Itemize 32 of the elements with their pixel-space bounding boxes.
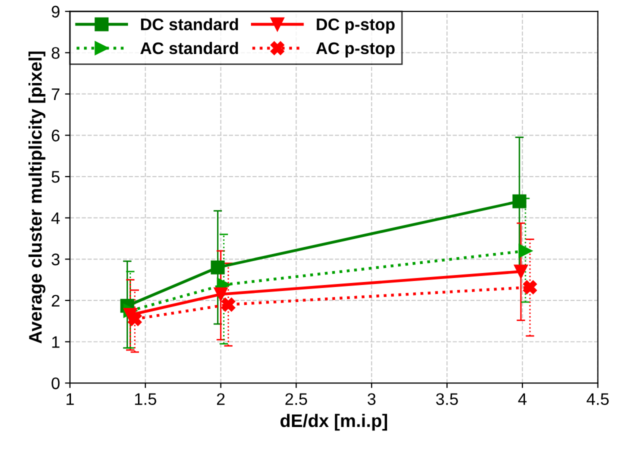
point	[210, 260, 225, 274]
x-axis-title: dE/dx [m.i.p]	[280, 414, 388, 431]
y-tick-label: 4	[51, 212, 60, 224]
y-tick-label: 0	[52, 377, 60, 390]
y-tick-label: 9	[52, 6, 60, 18]
point	[523, 280, 537, 294]
y-tick-label: 2	[52, 294, 60, 306]
legend-label: DC standard	[141, 18, 238, 30]
point	[514, 264, 528, 278]
y-tick-label: 6	[52, 130, 60, 142]
point	[214, 287, 228, 302]
legend-label: DC p-stop	[316, 18, 395, 34]
y-tick-label: 5	[52, 171, 60, 183]
x-tick-label: 4.5	[586, 393, 609, 406]
y-tick-label: 7	[52, 88, 60, 100]
legend-label: AC standard	[140, 42, 238, 54]
point	[221, 298, 236, 312]
x-tick-label: 1	[66, 393, 74, 405]
x-tick-label: 3	[368, 393, 376, 406]
y-tick-label: 8	[52, 47, 60, 59]
y-axis-title: Average cluster multiplicity [pixel]	[28, 52, 46, 344]
x-tick-label: 2.5	[285, 393, 308, 406]
y-tick-label: 1	[52, 336, 60, 348]
x-tick-label: 1.5	[135, 393, 156, 406]
x-tick-label: 3.5	[436, 393, 458, 406]
point	[512, 194, 526, 208]
point	[123, 308, 138, 322]
x-tick-label: 4	[518, 393, 527, 405]
x-tick-label: 2	[216, 393, 225, 405]
y-tick-label: 3	[52, 254, 60, 266]
legend-label: AC p-stop	[316, 42, 395, 58]
point	[518, 244, 532, 258]
